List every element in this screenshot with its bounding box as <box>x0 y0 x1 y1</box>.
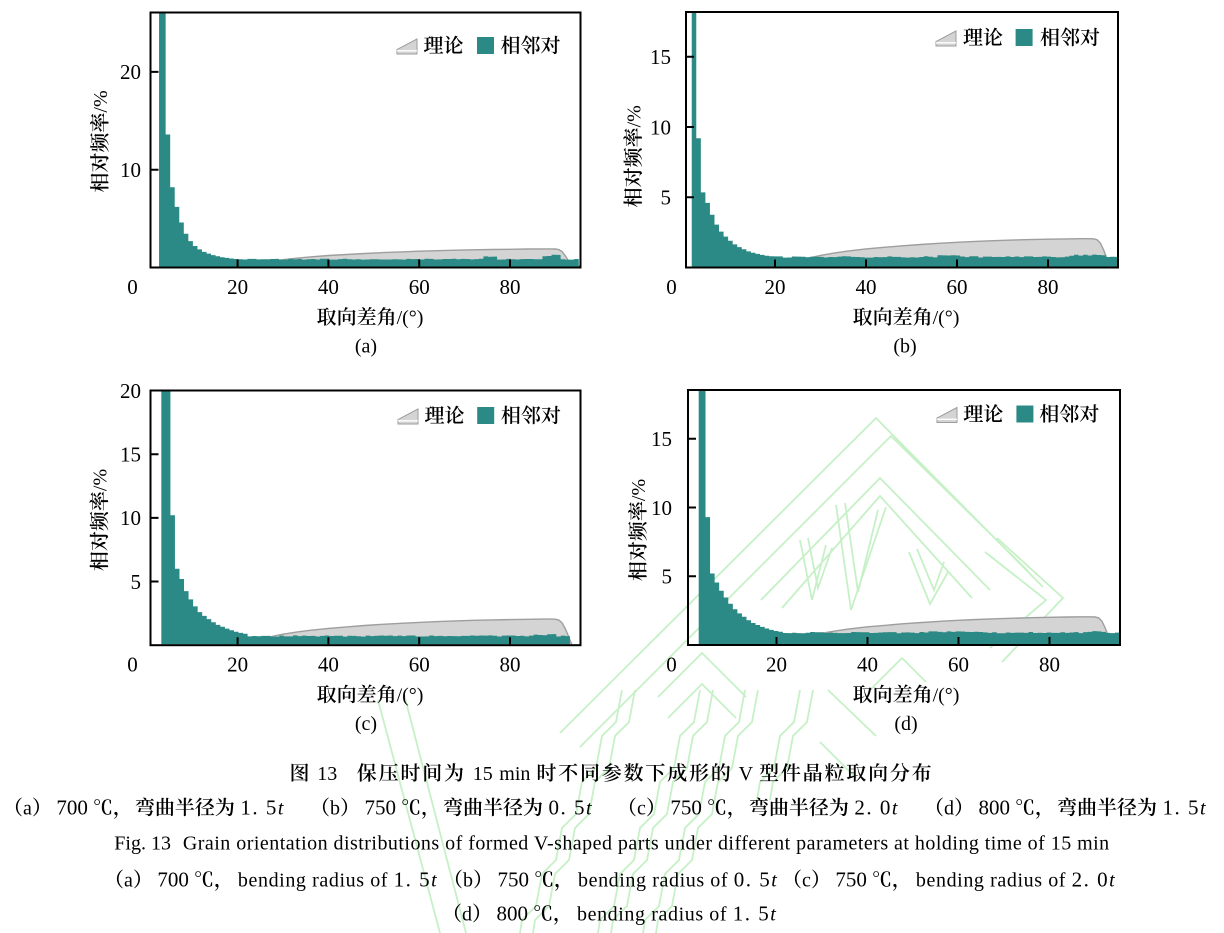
svg-text:/%: /% <box>628 479 650 501</box>
svg-text:20: 20 <box>766 653 787 677</box>
svg-text:c: c <box>802 870 811 892</box>
svg-text:(b): (b) <box>893 335 916 357</box>
svg-text:b: b <box>330 798 340 820</box>
svg-text:10: 10 <box>651 496 672 520</box>
svg-text:d: d <box>462 904 472 926</box>
svg-text:60: 60 <box>947 275 968 299</box>
svg-text:20: 20 <box>120 379 141 403</box>
svg-text:a: a <box>23 798 32 820</box>
svg-text:13: 13 <box>317 763 337 785</box>
svg-text:40: 40 <box>318 275 339 299</box>
svg-text:20: 20 <box>765 275 786 299</box>
svg-text:0: 0 <box>666 653 677 677</box>
svg-text:min: min <box>499 763 530 785</box>
svg-text:60: 60 <box>948 653 969 677</box>
svg-text:80: 80 <box>500 275 521 299</box>
svg-text:80: 80 <box>1038 275 1059 299</box>
svg-text:2. 0: 2. 0 <box>854 796 892 820</box>
svg-text:bending radius of: bending radius of <box>238 870 388 892</box>
svg-text:b: b <box>463 870 473 892</box>
svg-text:20: 20 <box>227 653 248 677</box>
svg-text:10: 10 <box>120 506 141 530</box>
svg-text:40: 40 <box>857 653 878 677</box>
svg-text:0: 0 <box>127 275 138 299</box>
svg-text:5: 5 <box>661 186 672 210</box>
svg-text:(a): (a) <box>355 335 377 357</box>
svg-text:15: 15 <box>651 427 672 451</box>
svg-text:1. 5: 1. 5 <box>240 796 278 820</box>
svg-text:20: 20 <box>120 60 141 84</box>
svg-text:15: 15 <box>120 443 141 467</box>
svg-text:t: t <box>278 798 284 820</box>
svg-text:d: d <box>944 798 954 820</box>
svg-text:bending radius of: bending radius of <box>578 870 728 892</box>
svg-text:t: t <box>770 904 776 926</box>
svg-text:750: 750 <box>498 868 530 892</box>
svg-text:10: 10 <box>120 158 141 182</box>
svg-text:t: t <box>1109 870 1115 892</box>
svg-text:t: t <box>586 798 592 820</box>
svg-text:t: t <box>431 870 437 892</box>
svg-text:0: 0 <box>666 275 677 299</box>
svg-text:60: 60 <box>409 653 430 677</box>
svg-text:0: 0 <box>127 653 138 677</box>
svg-text:10: 10 <box>650 115 671 139</box>
svg-text:15: 15 <box>473 763 493 785</box>
svg-text:1. 5: 1. 5 <box>1163 796 1201 820</box>
svg-text:Fig. 13: Fig. 13 <box>114 833 171 855</box>
svg-text:1. 5: 1. 5 <box>733 902 771 926</box>
svg-text:1. 5: 1. 5 <box>394 868 432 892</box>
svg-text:/(°): /(°) <box>933 307 960 329</box>
svg-text:750: 750 <box>835 868 867 892</box>
svg-text:0. 5: 0. 5 <box>549 796 587 820</box>
svg-text:t: t <box>1200 798 1206 820</box>
svg-text:t: t <box>771 870 777 892</box>
svg-text:800: 800 <box>979 796 1011 820</box>
svg-text:bending radius of: bending radius of <box>916 870 1066 892</box>
svg-text:2. 0: 2. 0 <box>1072 868 1110 892</box>
svg-text:a: a <box>124 870 133 892</box>
svg-text:/(°): /(°) <box>397 685 424 707</box>
svg-text:80: 80 <box>500 653 521 677</box>
svg-text:5: 5 <box>131 570 142 594</box>
svg-text:bending radius of: bending radius of <box>577 904 727 926</box>
svg-text:40: 40 <box>318 653 339 677</box>
svg-text:V: V <box>739 763 754 785</box>
svg-text:t: t <box>892 798 898 820</box>
svg-text:5: 5 <box>662 565 673 589</box>
svg-text:/%: /% <box>90 90 112 112</box>
svg-text:/%: /% <box>623 105 645 127</box>
svg-text:15: 15 <box>650 45 671 69</box>
svg-text:/(°): /(°) <box>933 685 960 707</box>
svg-text:/%: /% <box>90 469 112 491</box>
svg-text:/(°): /(°) <box>397 307 424 329</box>
svg-text:20: 20 <box>227 275 248 299</box>
svg-text:(c): (c) <box>355 713 377 735</box>
svg-text:750: 750 <box>670 796 702 820</box>
svg-text:Grain orientation distribution: Grain orientation distributions of forme… <box>183 833 1110 855</box>
svg-text:(d): (d) <box>894 713 917 735</box>
svg-text:40: 40 <box>856 275 877 299</box>
svg-text:750: 750 <box>365 796 397 820</box>
svg-text:80: 80 <box>1039 653 1060 677</box>
svg-text:60: 60 <box>409 275 430 299</box>
svg-text:c: c <box>637 798 646 820</box>
svg-text:700: 700 <box>56 796 88 820</box>
svg-text:0. 5: 0. 5 <box>734 868 772 892</box>
svg-text:800: 800 <box>497 902 529 926</box>
svg-text:700: 700 <box>157 868 189 892</box>
